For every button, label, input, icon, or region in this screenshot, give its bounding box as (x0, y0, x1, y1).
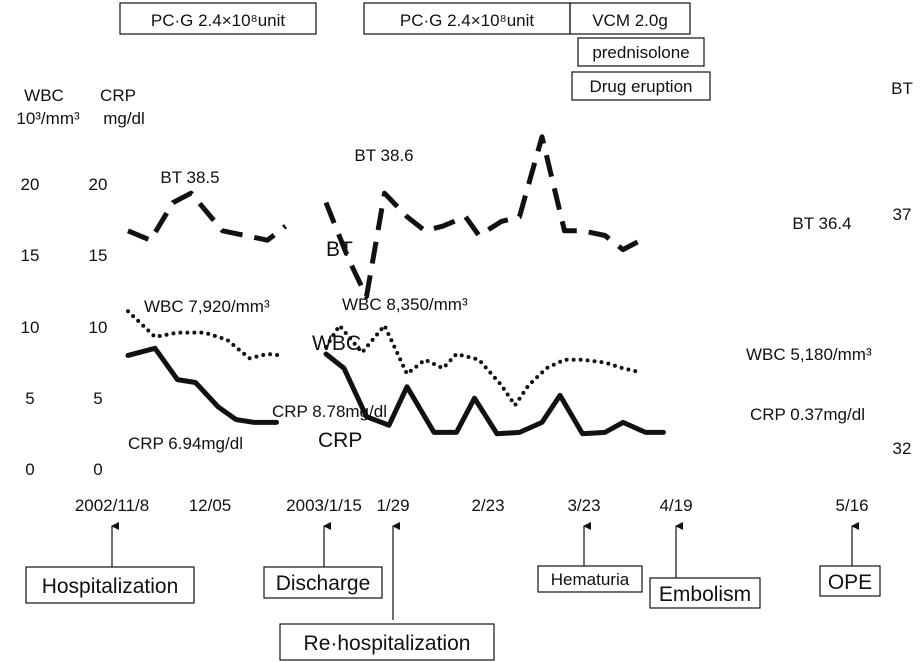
crp-tick-15: 15 (89, 246, 108, 265)
crp-start-annotation: CRP 6.94mg/dl (128, 434, 243, 453)
event-hematuria: Hematuria (537, 565, 643, 593)
bt-start-annotation: BT 38.5 (160, 168, 219, 187)
crp-axis-title: CRP (100, 86, 136, 105)
wbc-tick-10: 10 (21, 318, 40, 337)
wbc-start-annotation: WBC 7,920/mm³ (144, 297, 270, 316)
ope-label: OPE (828, 571, 872, 594)
date-label: 1/29 (376, 496, 409, 515)
crp-series-line-1 (125, 345, 279, 425)
left-tick-labels: 20 15 10 5 0 20 15 10 5 0 (21, 175, 108, 479)
date-label: 5/16 (835, 496, 868, 515)
date-axis: 2002/11/8 12/05 2003/1/15 1/29 2/23 3/23… (75, 496, 869, 515)
event-hospitalization: Hospitalization (25, 566, 195, 604)
date-label: 4/19 (659, 496, 692, 515)
wbc-tick-0: 0 (25, 460, 34, 479)
wbc-axis-unit: 10³/mm³ (16, 109, 80, 128)
treatment-pcg-1: PC·G 2.4×10⁸unit (119, 2, 317, 35)
crp-series-line-2 (323, 351, 666, 437)
crp-discharge-annotation: CRP 8.78mg/dl (272, 402, 387, 421)
hospitalization-label: Hospitalization (42, 575, 179, 598)
treatment-prednisolone: prednisolone (577, 37, 705, 67)
crp-tick-0: 0 (93, 460, 102, 479)
wbc-series-line-1 (126, 309, 283, 361)
event-rehospitalization: Re·hospitalization (279, 623, 495, 661)
date-label: 2003/1/15 (286, 496, 362, 515)
date-label: 12/05 (189, 496, 232, 515)
crp-tick-20: 20 (89, 175, 108, 194)
drug-eruption-box: Drug eruption (571, 71, 711, 101)
wbc-end-annotation: WBC 5,180/mm³ (746, 345, 872, 364)
wbc-axis-title: WBC (24, 86, 64, 105)
treatment-pcg-2: PC·G 2.4×10⁸unit (363, 2, 571, 35)
event-ope: OPE (819, 565, 881, 597)
crp-tick-5: 5 (93, 389, 102, 408)
date-label: 3/23 (567, 496, 600, 515)
discharge-label: Discharge (276, 572, 371, 595)
treatment-prednisolone-label: prednisolone (592, 43, 689, 62)
rehospitalization-label: Re·hospitalization (304, 632, 471, 655)
bt-tick-32: 32 (893, 439, 912, 458)
crp-series-label: CRP (318, 429, 362, 452)
crp-axis-unit: mg/dl (103, 109, 145, 128)
event-arrows (111, 522, 859, 620)
bt-end-annotation: BT 36.4 (792, 214, 851, 233)
embolism-label: Embolism (659, 583, 751, 606)
date-label: 2002/11/8 (75, 496, 149, 515)
treatment-pcg-1-label: PC·G 2.4×10⁸unit (151, 11, 286, 30)
series-layer (125, 134, 666, 437)
treatment-pcg-2-label: PC·G 2.4×10⁸unit (400, 11, 535, 30)
wbc-tick-15: 15 (21, 246, 40, 265)
treatment-vcm-label: VCM 2.0g (592, 11, 668, 30)
wbc-tick-20: 20 (21, 175, 40, 194)
crp-end-annotation: CRP 0.37mg/dl (750, 405, 865, 424)
event-discharge: Discharge (263, 566, 383, 599)
bt-series-line-2 (323, 134, 643, 300)
wbc-readmit-annotation: WBC 8,350/mm³ (342, 295, 468, 314)
bt-series-label: BT (326, 238, 353, 261)
hematuria-label: Hematuria (551, 570, 630, 589)
event-embolism: Embolism (649, 577, 761, 609)
drug-eruption-label: Drug eruption (589, 77, 692, 96)
crp-tick-10: 10 (89, 318, 108, 337)
treatment-vcm: VCM 2.0g (569, 2, 691, 35)
bt-series-line-1 (127, 190, 288, 243)
wbc-series-line-2 (324, 323, 643, 408)
bt-axis-title: BT (891, 79, 913, 98)
bt-readmit-annotation: BT 38.6 (354, 146, 413, 165)
bt-tick-37: 37 (893, 205, 912, 224)
date-label: 2/23 (471, 496, 504, 515)
wbc-tick-5: 5 (25, 389, 34, 408)
wbc-series-label: WBC (312, 332, 361, 355)
